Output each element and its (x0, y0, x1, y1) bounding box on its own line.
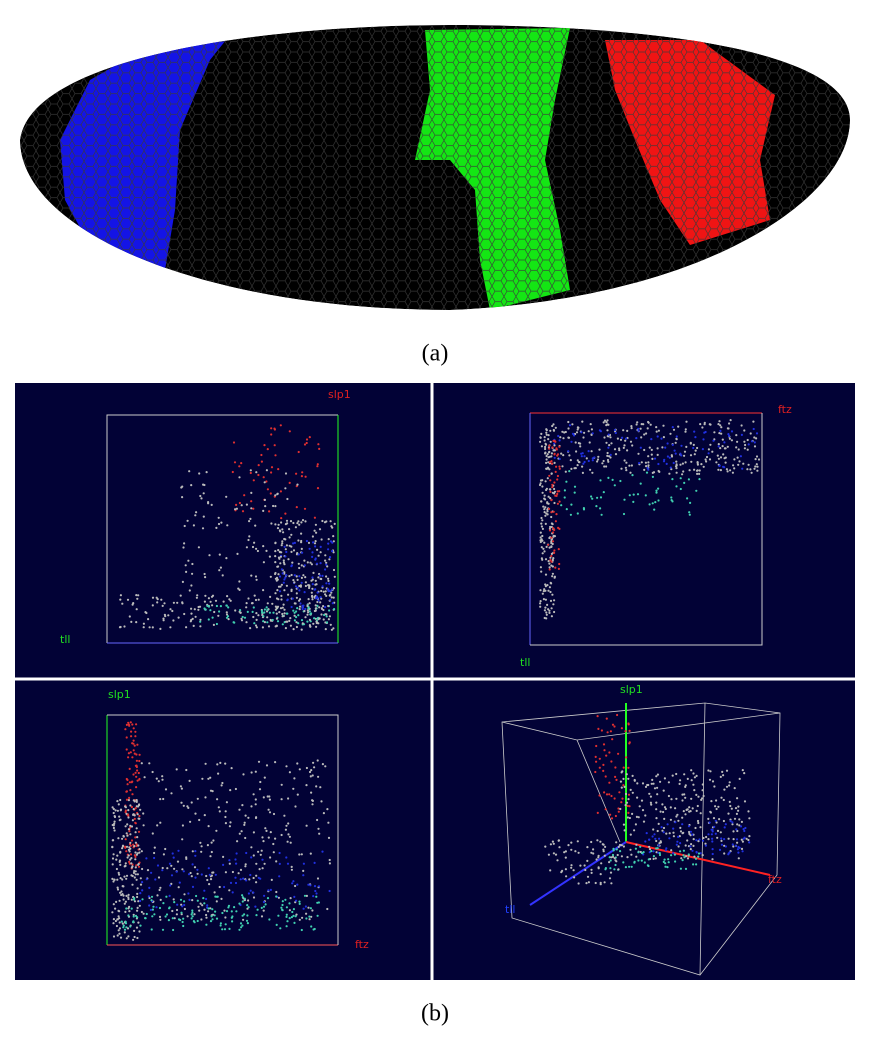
axis-label: ftz (768, 873, 782, 886)
caption: (a) (422, 341, 449, 367)
axis-label: tll (505, 903, 515, 916)
caption: (b) (421, 1001, 449, 1027)
axis-label: tll (60, 633, 70, 646)
embryo (20, 25, 850, 310)
axis-label: slp1 (620, 683, 643, 696)
axis-label: ftz (355, 938, 369, 951)
axis-label: slp1 (108, 688, 131, 701)
axis-label: ftz (778, 403, 792, 416)
scatter-panels (15, 383, 855, 980)
axis-label: tll (520, 656, 530, 669)
axis-label: slp1 (328, 388, 351, 401)
